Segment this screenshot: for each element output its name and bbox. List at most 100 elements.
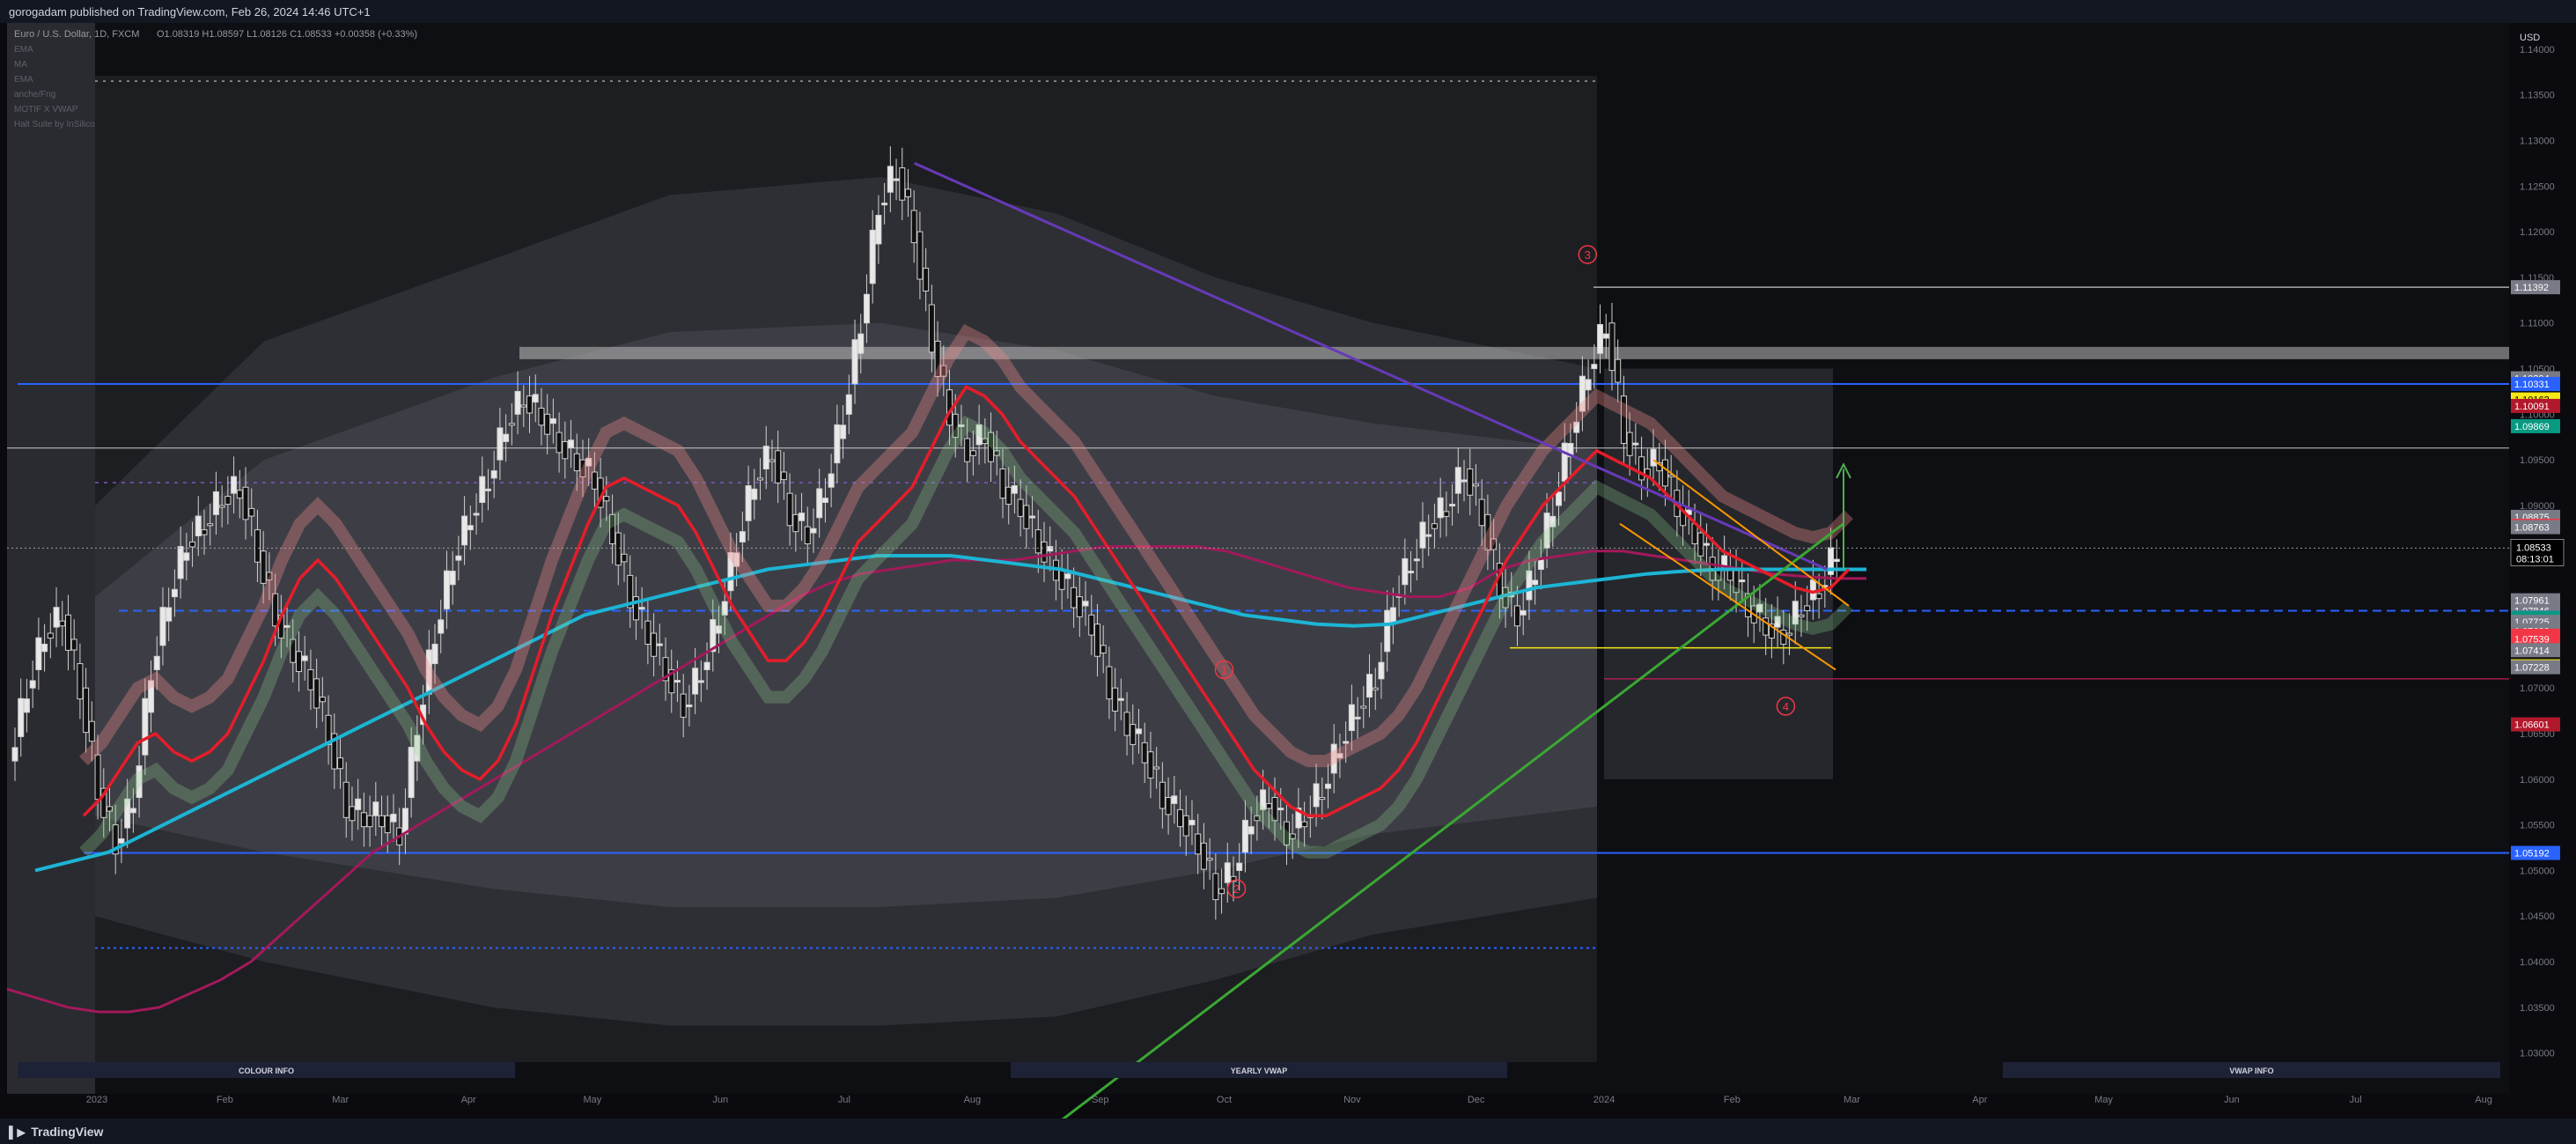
candle-body [112, 824, 119, 855]
candle-body [479, 476, 486, 504]
candle-body [1277, 808, 1284, 811]
candle-body [1117, 697, 1124, 701]
candle-body [301, 655, 308, 661]
candle-body [1082, 601, 1089, 607]
current-price-tag [2510, 539, 2565, 566]
candle-body [887, 166, 894, 193]
candle-body [1218, 888, 1225, 895]
time-axis[interactable]: 2023 Feb Mar Apr May Jun Jul Aug Sep Oct Nov Dec 202… [86, 1095, 2492, 1105]
level-tag-label: 1.07414 [2514, 646, 2550, 656]
indicator-label: EMA [14, 75, 33, 85]
candle-body [231, 476, 238, 494]
candle-body [568, 439, 575, 448]
candle-body [1289, 833, 1296, 839]
candle-body [290, 638, 297, 663]
currency-label[interactable]: USD [2520, 33, 2540, 43]
candle-body [260, 550, 267, 584]
candle-body [857, 333, 865, 354]
candle-body [1106, 666, 1113, 700]
candle-body [1005, 486, 1012, 506]
candle-body [1241, 819, 1248, 853]
candle-body [1561, 442, 1568, 482]
candle-body [715, 625, 722, 634]
candle-body [1490, 538, 1498, 550]
tradingview-icon: ▌▶ [9, 1126, 26, 1139]
candle-body [585, 457, 592, 467]
candle-body [379, 815, 386, 828]
candle-body [1809, 579, 1816, 601]
candle-body [1123, 712, 1130, 736]
price-tick: 1.05500 [2520, 821, 2555, 831]
price-tick: 1.06000 [2520, 775, 2555, 786]
candle-body [840, 424, 847, 439]
candle-body [272, 593, 279, 627]
indicator-label: anche/Fng [14, 90, 55, 100]
candle-body [18, 697, 25, 737]
price-tick: 1.12500 [2520, 181, 2555, 192]
candle-body [1454, 467, 1461, 494]
symbol-title: Euro / U.S. Dollar, 1D, FXCM [14, 29, 139, 40]
candle-body [218, 505, 225, 508]
candle-body [923, 268, 930, 292]
price-chart[interactable]: 1 2 3 4 1.14000 1.13500 1.13000 1.12500 1.12000… [0, 23, 2576, 1118]
candle-body [1567, 443, 1574, 458]
candle-body [1248, 826, 1255, 835]
candle-body [1484, 513, 1491, 550]
publish-info: gorogadam published on TradingView.com, … [9, 5, 371, 18]
candle-body [1354, 716, 1361, 720]
legend: Euro / U.S. Dollar, 1D, FXCM O1.08319 H1… [14, 29, 417, 129]
candle-body [1615, 358, 1622, 383]
price-tick: 1.09500 [2520, 455, 2555, 466]
candle-body [449, 571, 456, 586]
candle-body [821, 498, 828, 504]
price-tick: 1.14000 [2520, 45, 2555, 55]
candle-body [845, 394, 852, 415]
level-tag-label: 1.10331 [2514, 380, 2550, 390]
info-panel-label: VWAP INFO [2229, 1067, 2273, 1075]
candle-body [1076, 596, 1083, 617]
time-tick: Feb [1724, 1095, 1741, 1105]
candle-body [1461, 479, 1468, 483]
candle-body [958, 424, 965, 427]
level-tag [2511, 643, 2560, 658]
candle-body [1537, 558, 1544, 570]
candle-body [1591, 364, 1598, 370]
candle-body [1200, 842, 1207, 870]
brand-name: TradingView [31, 1125, 104, 1139]
wave-label: 1 [1221, 663, 1227, 676]
candle-body [621, 553, 628, 563]
candle-body [1739, 579, 1746, 583]
candle-body [129, 808, 136, 814]
info-panel [1011, 1062, 1507, 1078]
candle-body [1792, 601, 1799, 625]
candle-body [384, 815, 391, 834]
level-tag [2511, 418, 2560, 433]
info-panels: COLOUR INFO YEARLY VWAP VWAP INFO [18, 1062, 2500, 1078]
candle-body [609, 513, 616, 544]
tradingview-logo[interactable]: ▌▶ TradingView [9, 1125, 103, 1140]
candle-body [656, 643, 663, 646]
candle-body [526, 395, 534, 414]
candle-body [875, 214, 882, 245]
candle-body [195, 515, 202, 537]
candle-body [236, 490, 243, 499]
info-panel-label: YEARLY VWAP [1231, 1067, 1288, 1075]
candle-body [1029, 515, 1036, 519]
candle-body [644, 620, 651, 645]
wave-label-circle [1578, 245, 1597, 264]
candle-body [721, 601, 728, 616]
ohlc-values: O1.08319 H1.08597 L1.08126 C1.08533 +0.0… [157, 29, 417, 40]
candle-body [1372, 687, 1379, 690]
price-axis[interactable]: 1.140001.135001.130001.125001.120001.115… [7, 45, 2565, 1059]
candle-body [975, 424, 983, 446]
candle-body [999, 469, 1006, 499]
candle-body [828, 473, 835, 488]
candle-body [366, 815, 373, 828]
candle-body [414, 734, 421, 762]
candle-body [1100, 645, 1107, 653]
time-tick: Jun [712, 1095, 728, 1105]
candle-body [1573, 421, 1580, 433]
candle-body [59, 620, 66, 627]
candle-body [166, 607, 173, 622]
candle-body [1112, 687, 1119, 712]
